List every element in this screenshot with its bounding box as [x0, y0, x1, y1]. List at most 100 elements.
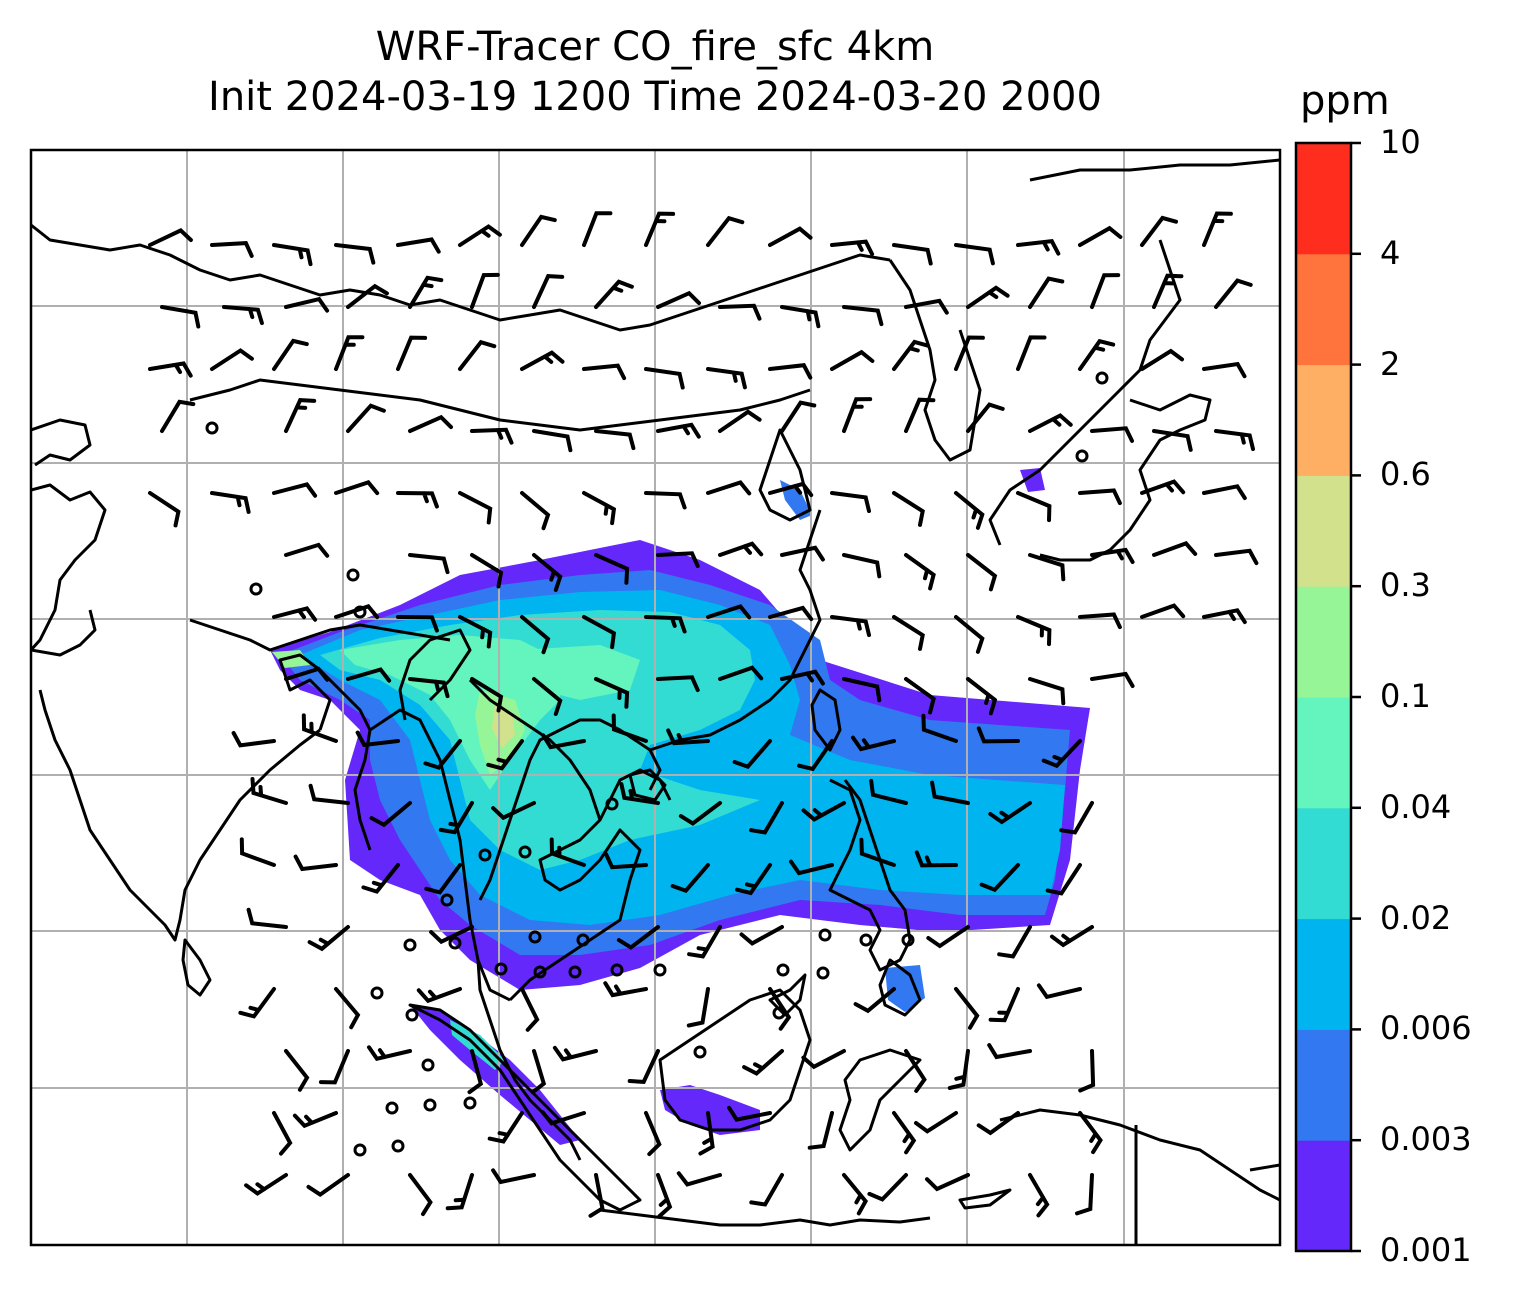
wind-barb: [853, 987, 896, 1014]
colorbar-tick-label: 10: [1380, 123, 1421, 161]
wind-barb: [408, 553, 450, 575]
wind-barb: [540, 1110, 586, 1126]
wind-barb: [801, 1049, 846, 1070]
wind-barb: [549, 837, 586, 867]
coast-bay-bengal: [278, 653, 372, 851]
coastlines: [31, 158, 1280, 1245]
wind-barb: [423, 739, 462, 770]
wind-barb: [727, 1105, 772, 1122]
wind-barb: [292, 1111, 338, 1129]
calm-circle: [205, 421, 219, 435]
wind-barb: [742, 1049, 784, 1076]
wind-barb: [284, 542, 330, 558]
wind-barb: [670, 863, 710, 894]
plume-level-lowest-borneo: [660, 1085, 760, 1135]
wind-barb: [396, 615, 439, 633]
wind-barb: [491, 801, 536, 821]
wind-barb: [334, 479, 380, 496]
calm-circle: [346, 568, 360, 582]
wind-barb: [706, 367, 747, 390]
wind-barb: [842, 397, 873, 433]
wind-barb: [532, 274, 565, 309]
coast-taiwan: [810, 688, 842, 752]
map-area: [31, 150, 1280, 1245]
wind-barb: [1016, 335, 1047, 371]
wind-barb: [1090, 273, 1121, 309]
wind-barb: [732, 739, 772, 770]
coast-hainan: [628, 768, 667, 802]
wind-barb: [789, 859, 834, 876]
coast-myanmar: [369, 708, 511, 1002]
colorbar-tick-label: 0.1: [1380, 677, 1431, 715]
wind-barb: [1016, 239, 1061, 256]
wind-barb: [424, 863, 462, 895]
wind-barb: [346, 403, 386, 433]
wind-barb: [487, 1111, 524, 1144]
wind-barb: [148, 361, 193, 378]
wind-barb: [594, 677, 630, 709]
wind-barbs: [148, 211, 1259, 1219]
wind-barb: [1028, 677, 1066, 706]
wind-barb: [334, 243, 376, 265]
wind-barb: [1036, 983, 1082, 1000]
colorbar: [1294, 141, 1361, 1253]
wind-barb: [801, 801, 846, 822]
wind-barb: [541, 733, 586, 750]
wind-barb: [210, 348, 254, 371]
wind-barb: [686, 987, 710, 1028]
wind-barb: [361, 863, 400, 894]
wind-barb: [1140, 479, 1186, 495]
coast-java: [599, 1208, 931, 1227]
wind-barb: [604, 852, 648, 870]
wind-barb: [346, 667, 392, 683]
calm-circle: [478, 848, 492, 862]
wind-barb: [768, 605, 814, 622]
wind-barb: [1152, 429, 1193, 452]
wind-barb: [396, 491, 439, 509]
colorbar-tick-label: 2: [1380, 344, 1401, 383]
coast-borneo: [658, 988, 812, 1132]
wind-barb: [284, 296, 330, 313]
wind-barb: [1214, 429, 1255, 451]
wind-barb: [768, 987, 792, 1031]
wind-barb: [222, 305, 264, 326]
coast-japan: [988, 158, 1280, 546]
wind-barb: [780, 669, 825, 686]
wind-barb: [842, 1173, 869, 1216]
wind-barb: [272, 338, 309, 371]
figure-title: WRF-Tracer CO_fire_sfc 4km Init 2024-03-…: [30, 22, 1280, 122]
wind-barb: [318, 1049, 350, 1085]
plume-level-high-south: [450, 1020, 505, 1070]
wind-barb: [532, 553, 563, 592]
wind-barb: [486, 739, 524, 771]
wind-barb: [678, 801, 722, 826]
wind-barb: [491, 1168, 536, 1185]
wind-barb: [416, 987, 462, 1004]
coast-arabian: [31, 609, 97, 657]
calm-circle: [528, 930, 542, 944]
coast-gulf-thailand: [508, 768, 672, 1002]
coast-philippines-south: [878, 958, 922, 1017]
wind-barb: [830, 615, 871, 637]
coast-mongolia-border: [189, 378, 811, 432]
coast-timor: [958, 1188, 1012, 1210]
calm-circle: [816, 966, 830, 980]
wind-barb: [1152, 541, 1198, 557]
wind-barb: [904, 677, 936, 715]
calm-circle: [494, 962, 508, 976]
calm-circle: [421, 1058, 435, 1072]
wind-barb: [954, 615, 985, 654]
wind-barb: [892, 243, 933, 266]
wind-barb: [1202, 361, 1247, 379]
wind-barb: [1202, 211, 1233, 247]
wind-barb: [458, 615, 493, 649]
wind-barb: [966, 285, 1010, 309]
wind-barb: [470, 427, 514, 445]
wind-barb: [582, 211, 613, 247]
border-laos: [468, 678, 602, 821]
wind-barb: [1214, 548, 1259, 566]
colorbar-tick-label: 0.6: [1380, 455, 1431, 494]
wind-barb: [1090, 547, 1135, 564]
calm-circle: [423, 1098, 437, 1112]
calm-circle: [1095, 371, 1109, 385]
